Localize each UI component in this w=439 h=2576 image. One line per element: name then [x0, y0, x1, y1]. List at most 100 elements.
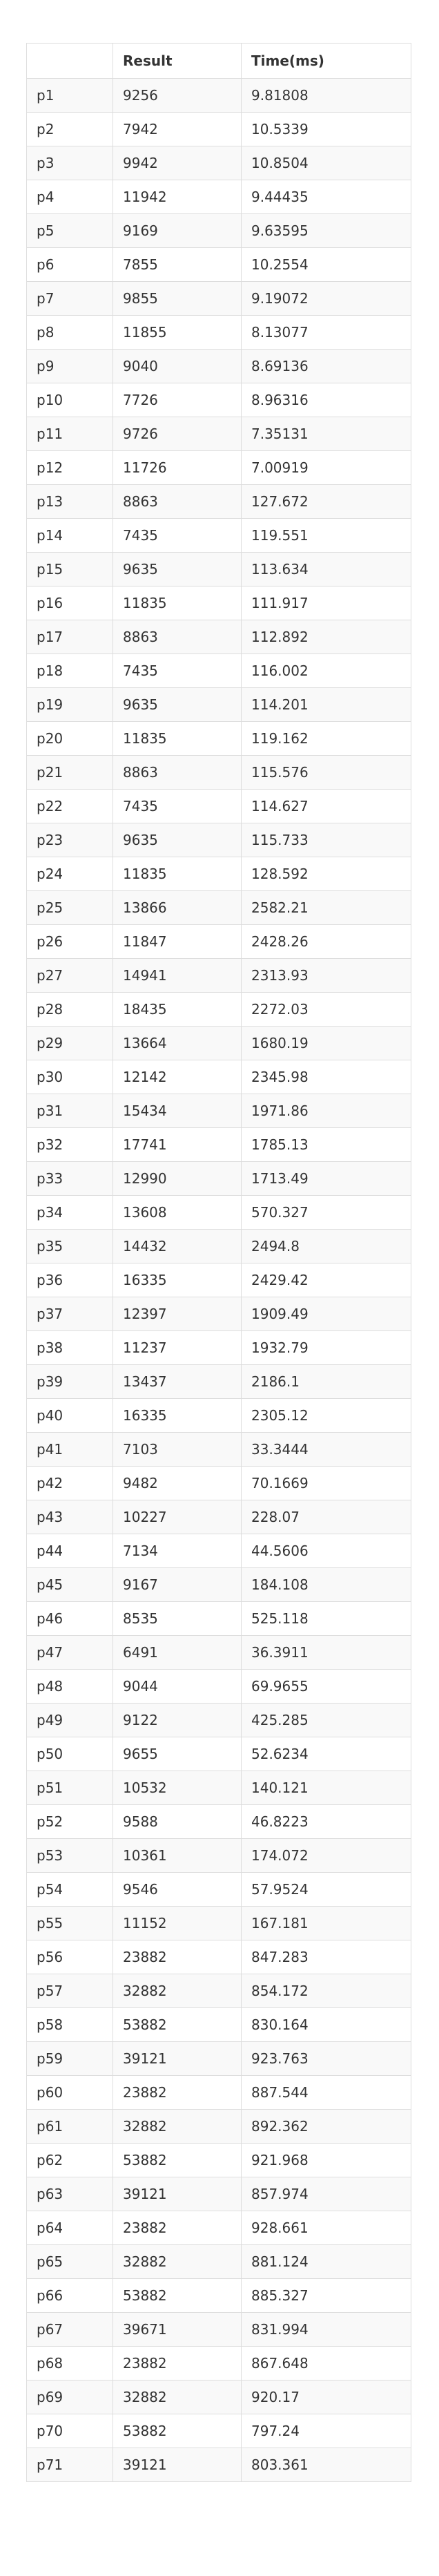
result-cell: 9635: [113, 687, 242, 722]
time-cell: 9.81808: [241, 78, 411, 113]
row-label-cell: p68: [26, 2346, 113, 2381]
time-cell: 1932.79: [241, 1330, 411, 1365]
time-cell: 921.968: [241, 2143, 411, 2177]
time-cell: 33.3444: [241, 1432, 411, 1467]
row-label-cell: p12: [26, 450, 113, 485]
header-cell-result: Result: [113, 43, 242, 79]
time-cell: 114.201: [241, 687, 411, 722]
time-cell: 57.9524: [241, 1872, 411, 1907]
table-row: p8 11855 8.13077: [26, 315, 411, 350]
result-cell: 7134: [113, 1534, 242, 1568]
header-cell-problem: [26, 43, 113, 79]
result-cell: 11835: [113, 586, 242, 620]
result-cell: 8863: [113, 755, 242, 790]
table-row: p18 7435 116.002: [26, 653, 411, 688]
row-label-cell: p70: [26, 2414, 113, 2448]
table-row: p41 7103 33.3444: [26, 1432, 411, 1467]
row-label-cell: p56: [26, 1940, 113, 1974]
result-cell: 9044: [113, 1669, 242, 1704]
result-cell: 13437: [113, 1364, 242, 1399]
time-cell: 2305.12: [241, 1398, 411, 1433]
time-cell: 847.283: [241, 1940, 411, 1974]
row-label-cell: p47: [26, 1635, 113, 1670]
result-cell: 13664: [113, 1026, 242, 1060]
result-cell: 9169: [113, 213, 242, 248]
row-label-cell: p60: [26, 2075, 113, 2110]
time-cell: 9.63595: [241, 213, 411, 248]
table-row: p29 13664 1680.19: [26, 1026, 411, 1060]
time-cell: 111.917: [241, 586, 411, 620]
time-cell: 2494.8: [241, 1229, 411, 1263]
table-row: p45 9167 184.108: [26, 1567, 411, 1602]
result-cell: 9726: [113, 417, 242, 451]
result-cell: 53882: [113, 2278, 242, 2313]
time-cell: 36.3911: [241, 1635, 411, 1670]
table-row: p58 53882 830.164: [26, 2007, 411, 2042]
time-cell: 228.07: [241, 1500, 411, 1534]
result-cell: 10361: [113, 1838, 242, 1873]
table-row: p49 9122 425.285: [26, 1703, 411, 1737]
row-label-cell: p23: [26, 823, 113, 857]
result-cell: 9546: [113, 1872, 242, 1907]
result-cell: 9855: [113, 281, 242, 316]
row-label-cell: p42: [26, 1466, 113, 1500]
table-row: p22 7435 114.627: [26, 789, 411, 823]
row-label-cell: p25: [26, 890, 113, 925]
table-row: p20 11835 119.162: [26, 721, 411, 756]
row-label-cell: p11: [26, 417, 113, 451]
time-cell: 2313.93: [241, 958, 411, 993]
result-cell: 39121: [113, 2448, 242, 2482]
time-cell: 2582.21: [241, 890, 411, 925]
row-label-cell: p39: [26, 1364, 113, 1399]
table-row: p52 9588 46.8223: [26, 1804, 411, 1839]
row-label-cell: p36: [26, 1263, 113, 1297]
table-row: p36 16335 2429.42: [26, 1263, 411, 1297]
table-row: p10 7726 8.96316: [26, 383, 411, 417]
time-cell: 525.118: [241, 1601, 411, 1636]
result-cell: 16335: [113, 1398, 242, 1433]
result-cell: 9040: [113, 349, 242, 383]
result-cell: 9482: [113, 1466, 242, 1500]
table-row: p27 14941 2313.93: [26, 958, 411, 993]
table-row: p3 9942 10.8504: [26, 146, 411, 180]
row-label-cell: p46: [26, 1601, 113, 1636]
row-label-cell: p29: [26, 1026, 113, 1060]
row-label-cell: p67: [26, 2312, 113, 2347]
result-cell: 7942: [113, 112, 242, 146]
row-label-cell: p65: [26, 2244, 113, 2279]
table-row: p21 8863 115.576: [26, 755, 411, 790]
row-label-cell: p41: [26, 1432, 113, 1467]
result-cell: 53882: [113, 2143, 242, 2177]
result-cell: 16335: [113, 1263, 242, 1297]
result-cell: 7435: [113, 789, 242, 823]
time-cell: 8.69136: [241, 349, 411, 383]
time-cell: 2345.98: [241, 1060, 411, 1094]
row-label-cell: p16: [26, 586, 113, 620]
result-cell: 11726: [113, 450, 242, 485]
table-row: p40 16335 2305.12: [26, 1398, 411, 1433]
row-label-cell: p15: [26, 552, 113, 586]
result-cell: 13608: [113, 1195, 242, 1230]
header-row: Result Time(ms): [26, 43, 411, 79]
table-row: p7 9855 9.19072: [26, 281, 411, 316]
result-cell: 23882: [113, 2211, 242, 2245]
time-cell: 44.5606: [241, 1534, 411, 1568]
result-cell: 11855: [113, 315, 242, 350]
result-cell: 11237: [113, 1330, 242, 1365]
result-cell: 8863: [113, 484, 242, 519]
table-row: p9 9040 8.69136: [26, 349, 411, 383]
time-cell: 920.17: [241, 2380, 411, 2414]
row-label-cell: p49: [26, 1703, 113, 1737]
time-cell: 830.164: [241, 2007, 411, 2042]
row-label-cell: p50: [26, 1737, 113, 1771]
table-row: p32 17741 1785.13: [26, 1127, 411, 1162]
time-cell: 892.362: [241, 2109, 411, 2144]
time-cell: 8.96316: [241, 383, 411, 417]
table-row: p15 9635 113.634: [26, 552, 411, 586]
result-cell: 9167: [113, 1567, 242, 1602]
result-cell: 9655: [113, 1737, 242, 1771]
result-cell: 7726: [113, 383, 242, 417]
table-row: p61 32882 892.362: [26, 2109, 411, 2144]
table-header: Result Time(ms): [26, 43, 411, 79]
table-row: p1 9256 9.81808: [26, 78, 411, 113]
